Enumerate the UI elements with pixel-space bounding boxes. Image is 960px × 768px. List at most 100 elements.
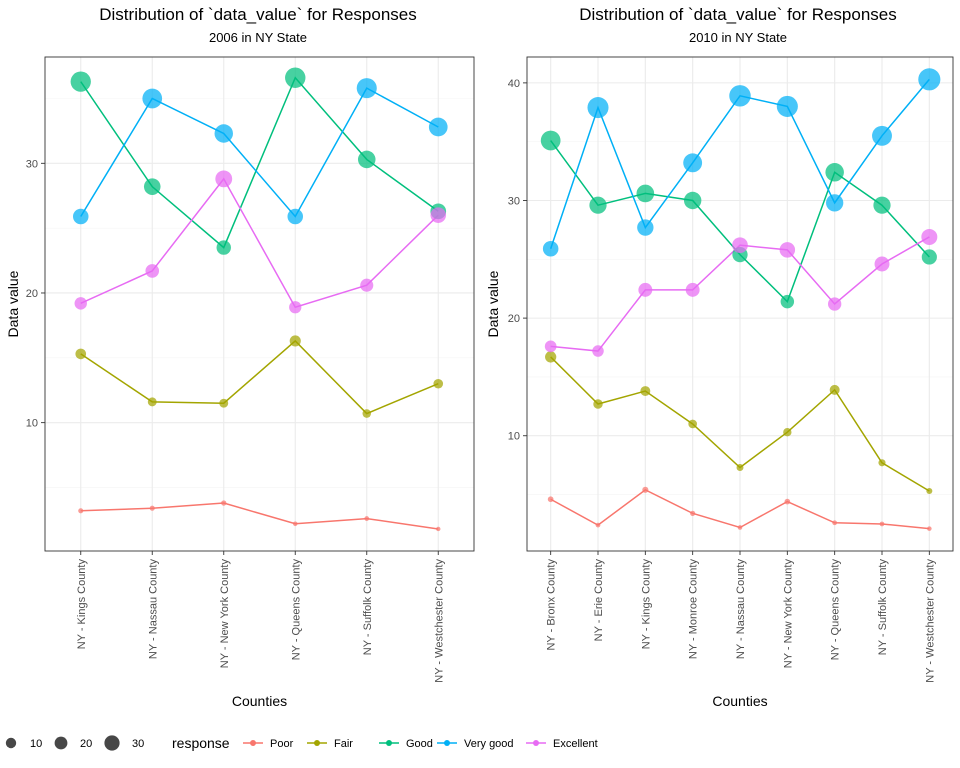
data-point-very-good [428, 117, 448, 137]
data-point-very-good [72, 208, 89, 225]
data-point-fair [147, 397, 157, 407]
data-point-excellent [289, 301, 302, 314]
data-point-poor [78, 508, 84, 514]
data-point-very-good [587, 97, 609, 119]
data-point-very-good [637, 219, 654, 236]
data-point-very-good [683, 153, 703, 173]
series-line-excellent [80, 177, 439, 309]
data-point-poor [221, 500, 227, 506]
legend-label: Poor [270, 738, 294, 750]
data-point-fair [688, 419, 697, 429]
x-tick-label: NY - Nassau County [735, 559, 747, 660]
y-tick-label: 30 [26, 158, 38, 170]
data-point-good [216, 240, 231, 255]
data-point-fair [289, 335, 301, 347]
y-tick-label: 10 [26, 418, 38, 430]
data-point-fair [545, 351, 557, 363]
data-point-poor [690, 510, 696, 516]
data-point-very-good [287, 208, 304, 225]
legend: 10 20 30 response Poor Fair Good Very good Excel… [5, 735, 598, 751]
x-tick-label: NY - Kings County [640, 559, 652, 650]
y-tick-label: 10 [508, 431, 520, 443]
data-point-excellent [685, 282, 700, 297]
data-point-poor [292, 521, 298, 527]
y-axis-title: Data value [5, 270, 21, 337]
x-tick-label: NY - Kings County [76, 559, 88, 650]
x-tick-label: NY - New York County [219, 559, 231, 669]
series-line-fair [80, 339, 439, 415]
plot-area [45, 57, 474, 551]
legend-key-point [386, 740, 392, 746]
data-point-very-good [776, 95, 798, 117]
data-point-fair [640, 386, 651, 397]
data-point-excellent [544, 340, 557, 353]
series-line-good [80, 76, 439, 249]
legend-label: Very good [464, 738, 514, 750]
data-point-very-good [918, 68, 941, 91]
y-tick-label: 40 [508, 78, 520, 90]
data-point-poor [784, 498, 791, 505]
x-axis-title: Counties [712, 693, 767, 709]
data-point-fair [878, 459, 886, 467]
data-point-fair [926, 487, 933, 495]
legend-label: Excellent [553, 738, 598, 750]
x-tick-label: NY - Queens County [290, 559, 302, 661]
data-point-poor [832, 520, 838, 526]
data-point-poor [927, 526, 932, 531]
data-point-fair [829, 384, 840, 395]
data-point-very-good [214, 124, 233, 143]
y-tick-label: 20 [508, 313, 520, 325]
data-point-poor [879, 521, 885, 527]
data-point-excellent [592, 345, 604, 357]
data-point-fair [362, 409, 372, 418]
data-point-good [540, 130, 561, 151]
legend-key-point [250, 740, 256, 746]
data-point-excellent [145, 264, 160, 278]
data-point-poor [642, 486, 649, 493]
data-point-excellent [921, 228, 938, 245]
y-axis-title: Data value [485, 270, 501, 337]
size-legend-label: 30 [132, 738, 144, 750]
plot-border [44, 56, 475, 552]
data-point-excellent [638, 282, 653, 297]
data-point-very-good [542, 240, 559, 257]
data-point-good [636, 184, 655, 203]
x-tick-label: NY - Nassau County [147, 559, 159, 660]
data-point-very-good [872, 125, 892, 146]
x-tick-label: NY - Suffolk County [362, 559, 374, 656]
chart-panel-2: Distribution of `data_value` for Respons… [485, 5, 954, 709]
data-point-excellent [827, 297, 842, 311]
size-legend-label: 20 [80, 738, 92, 750]
data-point-good [143, 178, 161, 195]
y-tick-label: 30 [508, 195, 520, 207]
size-legend-label: 10 [30, 738, 42, 750]
data-point-fair [219, 398, 229, 408]
x-tick-label: NY - Monroe County [688, 559, 700, 660]
data-point-very-good [729, 85, 751, 107]
chart-subtitle: 2010 in NY State [689, 30, 787, 45]
data-point-fair [783, 428, 792, 437]
data-point-good [825, 163, 844, 182]
x-tick-label: NY - New York County [782, 559, 794, 669]
data-point-good [873, 196, 891, 214]
data-point-poor [436, 526, 441, 532]
legend-key-point [314, 740, 320, 746]
data-point-poor [595, 522, 601, 528]
data-point-poor [364, 516, 370, 521]
data-point-good [780, 294, 795, 309]
data-point-excellent [874, 256, 890, 272]
data-point-fair [593, 399, 603, 409]
x-tick-label: NY - Suffolk County [877, 559, 889, 656]
data-point-fair [75, 348, 87, 360]
data-point-excellent [360, 278, 374, 292]
data-point-excellent [74, 297, 87, 310]
legend-label: Fair [334, 738, 353, 750]
data-point-very-good [356, 78, 377, 99]
data-point-very-good [142, 88, 163, 109]
legend-title: response [172, 735, 230, 751]
chart-subtitle: 2006 in NY State [209, 30, 307, 45]
legend-key-point [533, 740, 539, 746]
data-point-very-good [826, 194, 844, 212]
series-line-poor [80, 502, 439, 530]
